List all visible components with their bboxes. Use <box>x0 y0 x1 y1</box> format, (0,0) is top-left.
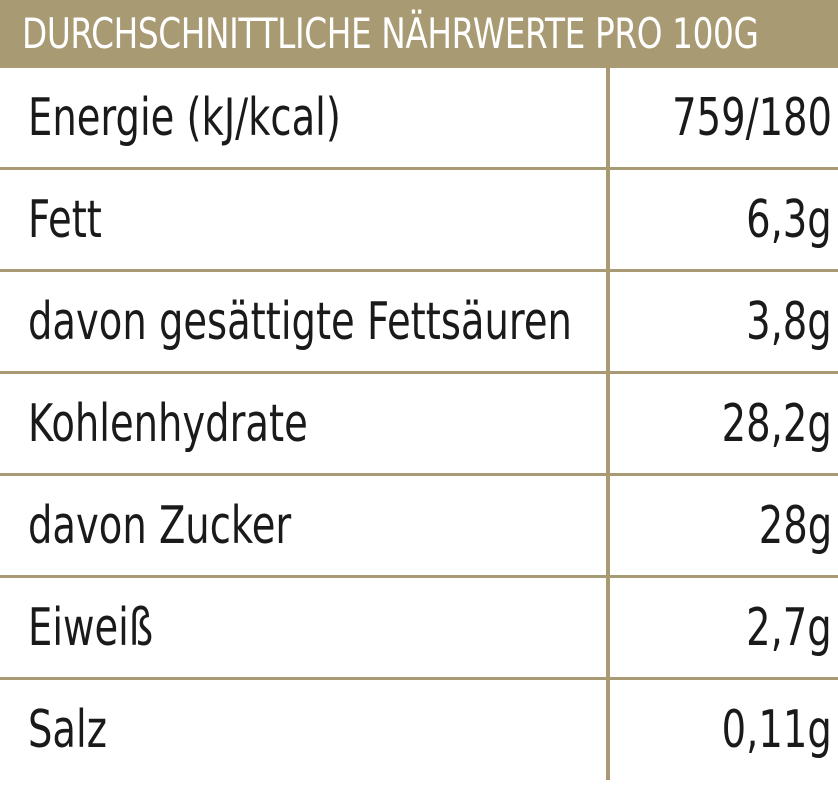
row-divider <box>0 269 838 272</box>
table-header: DURCHSCHNITTLICHE NÄHRWERTE PRO 100G <box>0 0 838 68</box>
row-value: 28,2g <box>721 394 832 454</box>
row-value: 6,3g <box>746 190 832 250</box>
row-value: 759/180 <box>672 88 832 148</box>
table-row-kohlenhydrate: Kohlenhydrate 28,2g <box>0 374 838 476</box>
row-label: Fett <box>28 190 102 250</box>
row-divider <box>0 473 838 476</box>
table-row-eiweiss: Eiweiß 2,7g <box>0 578 838 680</box>
table-row-fett: Fett 6,3g <box>0 170 838 272</box>
row-value: 0,11g <box>721 700 832 760</box>
row-divider <box>0 677 838 680</box>
row-divider <box>0 575 838 578</box>
row-divider <box>0 167 838 170</box>
table-row-energie: Energie (kJ/kcal) 759/180 <box>0 68 838 170</box>
table-row-zucker: davon Zucker 28g <box>0 476 838 578</box>
row-label: Energie (kJ/kcal) <box>28 88 341 148</box>
table-row-gesaettigte-fettsaeuren: davon gesättigte Fettsäuren 3,8g <box>0 272 838 374</box>
row-label: davon Zucker <box>28 496 292 556</box>
row-label: Kohlenhydrate <box>28 394 308 454</box>
row-value: 2,7g <box>746 598 832 658</box>
row-label: davon gesättigte Fettsäuren <box>28 292 572 352</box>
row-label: Eiweiß <box>28 598 154 658</box>
row-divider <box>0 371 838 374</box>
header-title: DURCHSCHNITTLICHE NÄHRWERTE PRO 100G <box>22 9 759 58</box>
column-divider <box>606 68 610 780</box>
table-row-salz: Salz 0,11g <box>0 680 838 782</box>
row-label: Salz <box>28 700 107 760</box>
row-value: 3,8g <box>746 292 832 352</box>
row-value: 28g <box>758 496 832 556</box>
